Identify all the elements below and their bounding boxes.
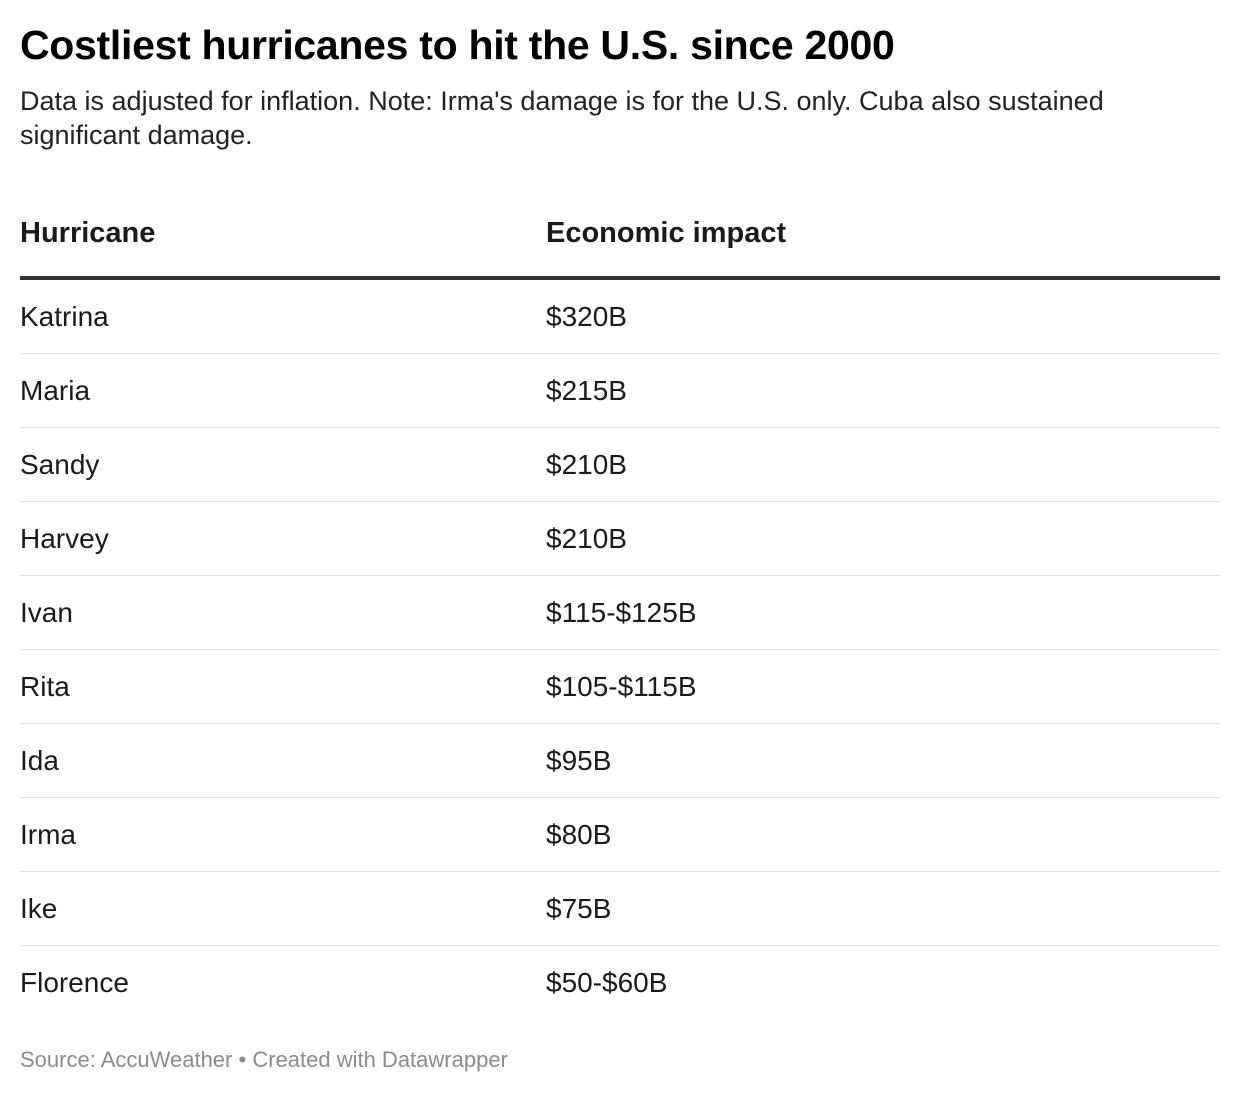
hurricane-name-cell: Katrina: [20, 300, 109, 332]
economic-impact-cell: $80B: [546, 818, 612, 850]
table-body: Katrina $320B Maria $215B Sandy $210B Harvey $2…: [20, 280, 1220, 1020]
hurricane-name-cell: Florence: [20, 967, 129, 998]
hurricane-name-cell: Ida: [20, 744, 59, 776]
source-note: Source: AccuWeather: [20, 1047, 233, 1072]
economic-impact-cell: $215B: [546, 374, 627, 406]
table-row: Irma $80B: [20, 798, 1220, 872]
chart-container: Costliest hurricanes to hit the U.S. sin…: [20, 0, 1220, 1020]
table-row: Rita $105-$115B: [20, 650, 1220, 724]
hurricane-name-cell: Maria: [20, 374, 91, 406]
table-row: Maria $215B: [20, 354, 1220, 428]
hurricane-name-cell: Irma: [20, 818, 76, 850]
economic-impact-cell: $95B: [546, 744, 612, 776]
economic-impact-cell: $50-$60B: [546, 967, 668, 998]
chart-subtitle: Data is adjusted for inflation. Note: Ir…: [20, 86, 1104, 150]
chart-title: Costliest hurricanes to hit the U.S. sin…: [20, 22, 895, 68]
hurricane-name-cell: Sandy: [20, 448, 100, 480]
table-row: Katrina $320B: [20, 280, 1220, 354]
table-header: Hurricane Economic impact: [20, 210, 1220, 280]
column-header-economic-impact[interactable]: Economic impact: [546, 217, 787, 249]
economic-impact-cell: $75B: [546, 892, 612, 924]
data-table: Hurricane Economic impact Katrina $320B Ma…: [20, 210, 1220, 1020]
table-row: Harvey $210B: [20, 502, 1220, 576]
table-row: Ike $75B: [20, 872, 1220, 946]
hurricane-name-cell: Ivan: [20, 596, 73, 628]
footer-separator: •: [232, 1047, 253, 1072]
chart-footer: Source: AccuWeather • Created with Dataw…: [20, 1046, 508, 1074]
column-header-hurricane[interactable]: Hurricane: [20, 217, 156, 249]
table-row: Sandy $210B: [20, 428, 1220, 502]
economic-impact-cell: $115-$125B: [546, 596, 697, 628]
datawrapper-credit[interactable]: Created with Datawrapper: [252, 1047, 508, 1072]
hurricane-name-cell: Rita: [20, 670, 70, 702]
economic-impact-cell: $320B: [546, 300, 627, 332]
table-row: Ida $95B: [20, 724, 1220, 798]
economic-impact-cell: $210B: [546, 522, 627, 554]
table-row: Ivan $115-$125B: [20, 576, 1220, 650]
economic-impact-cell: $105-$115B: [546, 670, 697, 702]
economic-impact-cell: $210B: [546, 448, 627, 480]
table-row: Florence $50-$60B: [20, 946, 1220, 1020]
hurricane-name-cell: Ike: [20, 892, 58, 924]
hurricane-name-cell: Harvey: [20, 522, 109, 554]
